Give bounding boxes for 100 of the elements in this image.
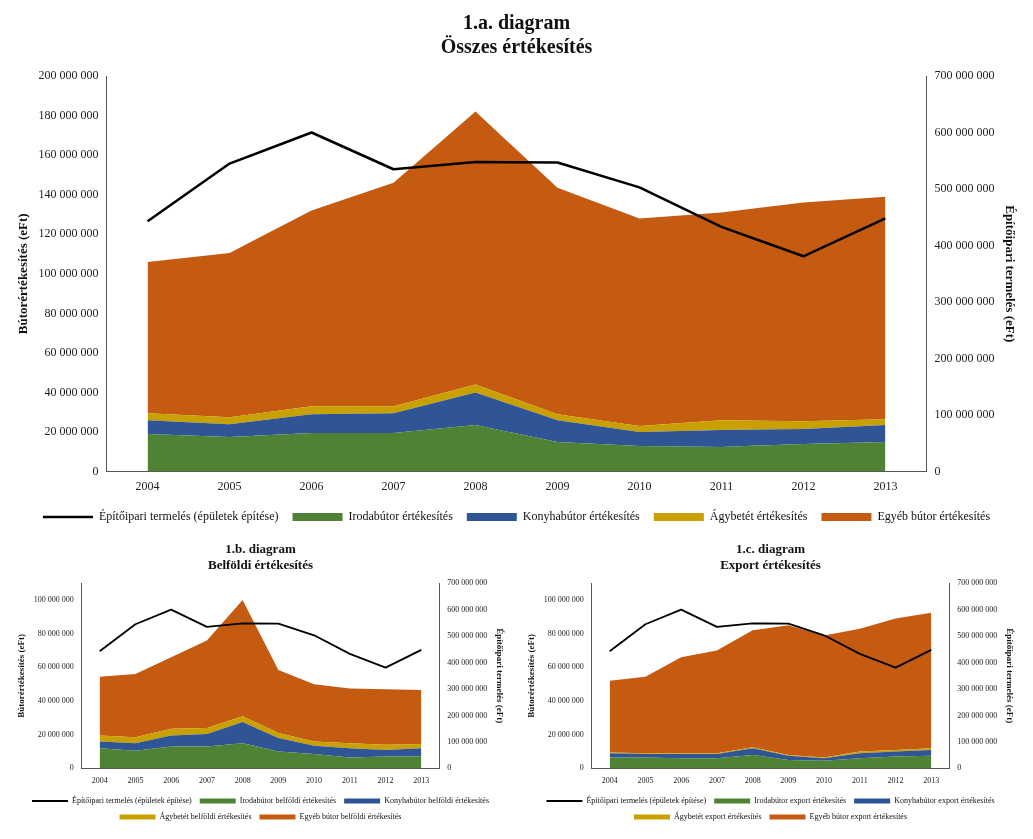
y2-tick-label: 100 000 000 — [934, 407, 995, 422]
legend-label: Egyéb bútor export értékesítés — [809, 812, 908, 822]
x-tick-label: 2008 — [744, 776, 761, 786]
y-tick-label: 120 000 000 — [38, 226, 99, 241]
y2-tick-label: 600 000 000 — [447, 604, 488, 614]
y2-tick-label: 700 000 000 — [447, 578, 488, 588]
legend-label: Egyéb bútor belföldi értékesítés — [299, 812, 402, 822]
chart-subtitle: Összes értékesítés — [440, 35, 593, 58]
y2-tick-label: 700 000 000 — [934, 68, 995, 83]
chart-subtitle: Export értékesítés — [720, 556, 821, 572]
y2-tick-label: 400 000 000 — [934, 237, 995, 252]
legend-label: Konyhabútor export értékesítés — [894, 796, 995, 806]
chart-subtitle: Belföldi értékesítés — [207, 556, 314, 572]
y2-tick-label: 300 000 000 — [447, 684, 488, 694]
y2-tick-label: 500 000 000 — [934, 181, 995, 196]
x-tick-label: 2012 — [377, 776, 394, 786]
legend-label: Ágybetét értékesítés — [709, 509, 808, 524]
y-tick-label: 80 000 000 — [44, 305, 99, 320]
x-tick-label: 2005 — [637, 776, 654, 786]
chart-title: 1.c. diagram — [736, 541, 806, 557]
y2-tick-label: 100 000 000 — [957, 737, 998, 747]
y-tick-label: 20 000 000 — [37, 729, 74, 739]
y-tick-label: 160 000 000 — [38, 147, 99, 162]
legend-label: Konyhabútor értékesítés — [522, 509, 641, 524]
chart-title: 1.b. diagram — [225, 541, 296, 557]
y-axis-title: Bútorértékesítés (eFt) — [15, 213, 31, 335]
y2-tick-label: 600 000 000 — [934, 124, 995, 139]
y2-tick-label: 400 000 000 — [957, 657, 998, 667]
legend-label: Építőipari termelés (épületek építése) — [586, 795, 707, 806]
legend-label: Irodabútor belföldi értékesítés — [239, 796, 337, 806]
x-tick-label: 2004 — [135, 478, 160, 493]
x-tick-label: 2007 — [381, 478, 406, 493]
legend-label: Építőipari termelés (épületek építése) — [98, 509, 279, 524]
x-tick-label: 2010 — [627, 478, 652, 493]
legend-label: Építőipari termelés (épületek építése) — [72, 795, 193, 806]
y2-tick-label: 200 000 000 — [447, 710, 488, 720]
x-tick-label: 2013 — [923, 776, 940, 786]
x-tick-label: 2007 — [198, 776, 215, 786]
x-tick-label: 2007 — [708, 776, 725, 786]
y2-axis-title: Építőipari termelés (eFt) — [495, 628, 506, 724]
legend-label: Irodabútor export értékesítés — [754, 796, 847, 806]
y-tick-label: 0 — [69, 763, 74, 773]
y2-tick-label: 200 000 000 — [934, 350, 995, 365]
x-tick-label: 2005 — [217, 478, 242, 493]
x-tick-label: 2009 — [780, 776, 797, 786]
x-tick-label: 2010 — [306, 776, 323, 786]
x-tick-label: 2006 — [673, 776, 690, 786]
y2-tick-label: 0 — [957, 763, 962, 773]
y-tick-label: 0 — [579, 763, 584, 773]
y2-tick-label: 200 000 000 — [957, 710, 998, 720]
y-tick-label: 60 000 000 — [44, 345, 99, 360]
legend-label: Ágybetét belföldi értékesítés — [159, 811, 252, 822]
x-tick-label: 2004 — [91, 776, 108, 786]
x-tick-label: 2008 — [234, 776, 251, 786]
y-tick-label: 100 000 000 — [38, 265, 99, 280]
x-tick-label: 2012 — [791, 478, 816, 493]
y2-tick-label: 700 000 000 — [957, 578, 998, 588]
y-tick-label: 60 000 000 — [547, 662, 584, 672]
x-tick-label: 2006 — [299, 478, 324, 493]
y-axis-title: Bútorértékesítés (eFt) — [15, 633, 26, 718]
y2-tick-label: 300 000 000 — [957, 684, 998, 694]
y-tick-label: 140 000 000 — [38, 186, 99, 201]
legend-label: Egyéb bútor értékesítés — [877, 509, 991, 524]
y-tick-label: 40 000 000 — [44, 384, 99, 399]
x-tick-label: 2011 — [342, 776, 358, 786]
y2-axis-title: Építőipari termelés (eFt) — [1002, 205, 1018, 343]
x-tick-label: 2004 — [601, 776, 618, 786]
y-tick-label: 80 000 000 — [37, 628, 74, 638]
y2-axis-title: Építőipari termelés (eFt) — [1005, 628, 1016, 724]
x-tick-label: 2010 — [816, 776, 833, 786]
y-tick-label: 20 000 000 — [547, 729, 584, 739]
x-tick-label: 2013 — [873, 478, 898, 493]
y-tick-label: 80 000 000 — [547, 628, 584, 638]
x-tick-label: 2012 — [887, 776, 904, 786]
legend-label: Ágybetét export értékesítés — [673, 811, 762, 822]
x-tick-label: 2011 — [852, 776, 868, 786]
x-tick-label: 2009 — [270, 776, 287, 786]
x-tick-label: 2013 — [413, 776, 430, 786]
y-tick-label: 40 000 000 — [547, 696, 584, 706]
legend-label: Irodabútor értékesítés — [348, 509, 454, 524]
y-tick-label: 20 000 000 — [44, 424, 99, 439]
y-tick-label: 200 000 000 — [38, 68, 99, 83]
y-tick-label: 180 000 000 — [38, 107, 99, 122]
y2-tick-label: 500 000 000 — [957, 631, 998, 641]
y2-tick-label: 400 000 000 — [447, 657, 488, 667]
x-tick-label: 2008 — [463, 478, 488, 493]
x-tick-label: 2009 — [545, 478, 570, 493]
y2-tick-label: 500 000 000 — [447, 631, 488, 641]
y-axis-title: Bútorértékesítés (eFt) — [525, 633, 536, 718]
y2-tick-label: 0 — [447, 763, 452, 773]
chart-title: 1.a. diagram — [462, 11, 571, 35]
x-tick-label: 2005 — [127, 776, 144, 786]
y2-tick-label: 600 000 000 — [957, 604, 998, 614]
y-tick-label: 100 000 000 — [543, 595, 584, 605]
y2-tick-label: 100 000 000 — [447, 737, 488, 747]
x-tick-label: 2006 — [163, 776, 180, 786]
y-tick-label: 60 000 000 — [37, 662, 74, 672]
y2-tick-label: 300 000 000 — [934, 294, 995, 309]
y-tick-label: 40 000 000 — [37, 696, 74, 706]
y-tick-label: 100 000 000 — [33, 595, 74, 605]
